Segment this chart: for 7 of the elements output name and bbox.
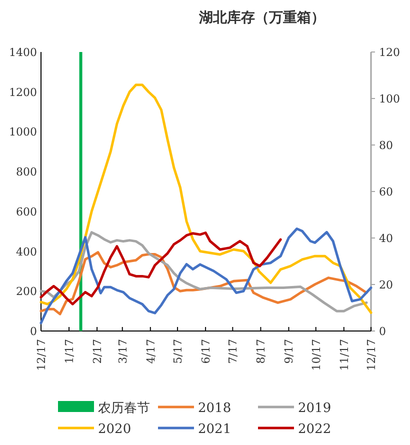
- legend-label: 2019: [298, 401, 332, 416]
- legend-label: 2021: [198, 422, 232, 437]
- legend-label: 2022: [298, 422, 332, 437]
- title: 湖北库存（万重箱）: [199, 10, 325, 26]
- legend-label: 农历春节: [98, 401, 150, 416]
- legend-label: 2018: [198, 401, 232, 416]
- legend-label: 2020: [98, 422, 132, 437]
